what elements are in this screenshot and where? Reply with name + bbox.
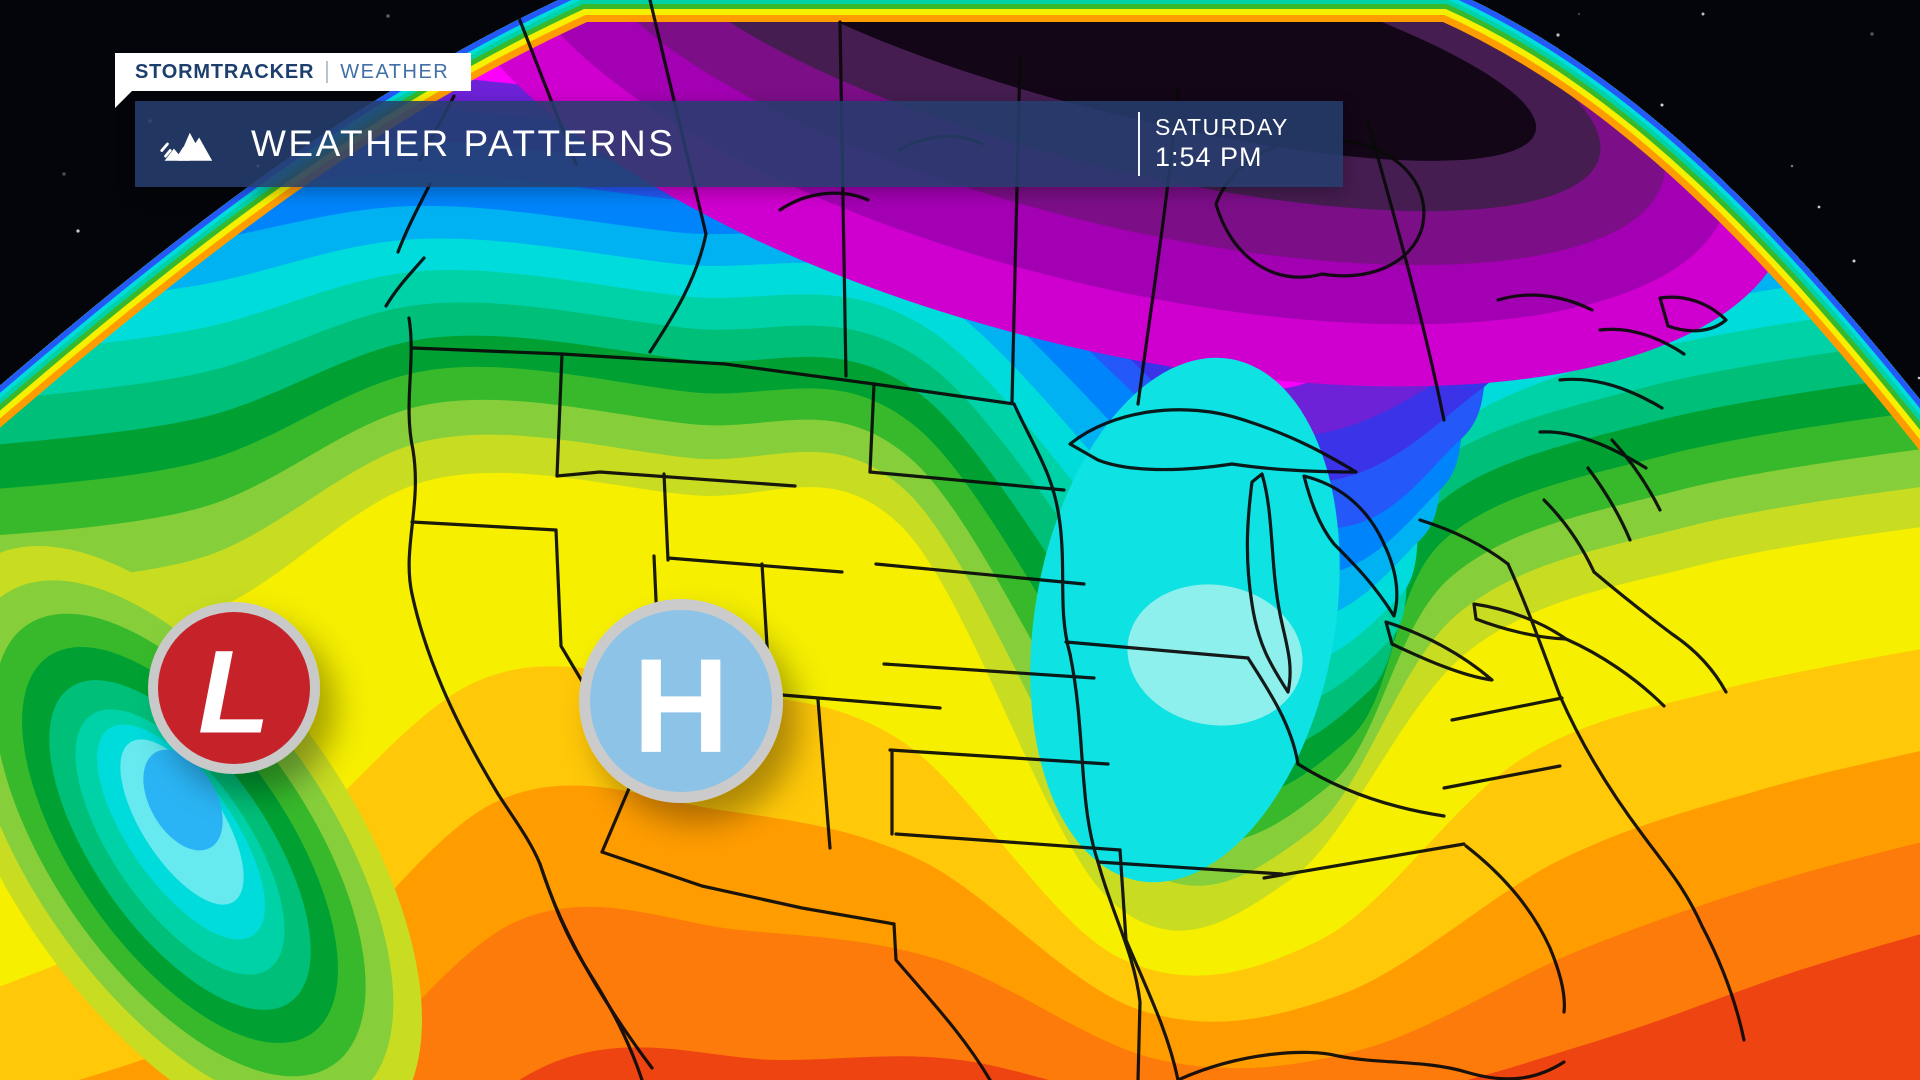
border-path xyxy=(538,862,654,1070)
border-path xyxy=(1538,430,1648,470)
border-path xyxy=(888,748,1110,766)
page-title: WEATHER PATTERNS xyxy=(251,123,676,164)
border-path xyxy=(892,922,992,1080)
border-path xyxy=(768,692,942,710)
high-pressure-marker-label: H xyxy=(633,632,730,781)
border-path xyxy=(778,191,870,212)
border-path xyxy=(1012,402,1072,656)
border-path xyxy=(1176,1050,1566,1080)
border-path xyxy=(816,698,832,850)
contour-ring xyxy=(143,749,223,851)
polar-cold-core xyxy=(427,0,1793,387)
brand-section: WEATHER xyxy=(340,60,450,83)
border-path xyxy=(1610,438,1662,512)
border-path xyxy=(1592,570,1728,694)
border-path xyxy=(411,346,1016,406)
border-path xyxy=(1118,848,1180,1080)
low-pressure-marker-disc xyxy=(158,612,310,764)
border-path xyxy=(882,662,1096,680)
brand-name: STORMTRACKER xyxy=(135,60,315,83)
border-path xyxy=(1564,637,1666,708)
border-path xyxy=(1366,120,1446,422)
border-path xyxy=(1442,764,1562,790)
contour-ring xyxy=(719,0,1537,161)
border-path xyxy=(1496,293,1594,312)
title-bar: WEATHER PATTERNS SATURDAY 1:54 PM xyxy=(135,101,1343,187)
border-path xyxy=(1558,377,1664,410)
border-path xyxy=(648,0,708,354)
brand-tag: STORMTRACKER WEATHER xyxy=(115,53,472,108)
high-pressure-marker: H xyxy=(579,599,783,803)
border-path xyxy=(1506,562,1746,1042)
border-path xyxy=(396,182,432,254)
border-path xyxy=(1302,474,1399,618)
border-path xyxy=(1418,518,1510,566)
border-path xyxy=(555,470,797,488)
border-path xyxy=(1296,762,1446,818)
border-path xyxy=(1096,860,1284,876)
border-path xyxy=(894,832,1122,852)
border-path xyxy=(1245,472,1292,694)
border-path xyxy=(1064,640,1250,660)
border-path xyxy=(410,520,558,532)
border-path xyxy=(874,562,1086,586)
border-path xyxy=(600,850,896,926)
border-path xyxy=(1262,842,1466,880)
datetime-block: SATURDAY 1:54 PM xyxy=(1138,112,1289,176)
border-path xyxy=(666,556,844,574)
border-path xyxy=(1658,295,1728,333)
low-pressure-marker: L xyxy=(148,602,320,774)
border-path xyxy=(662,472,670,562)
border-path xyxy=(1450,696,1564,722)
border-path xyxy=(868,382,876,474)
brand-separator xyxy=(326,61,329,83)
day-label: SATURDAY xyxy=(1155,113,1289,140)
time-label: 1:54 PM xyxy=(1155,142,1263,173)
border-path xyxy=(1598,327,1686,356)
border-path xyxy=(1464,844,1566,1014)
border-path xyxy=(1068,408,1358,474)
high-pressure-marker-disc xyxy=(590,610,772,792)
border-path xyxy=(1542,498,1596,574)
mountain-icon xyxy=(160,132,213,161)
border-path xyxy=(555,352,564,478)
map-borders xyxy=(384,0,1746,1080)
border-path xyxy=(1384,620,1494,682)
border-path xyxy=(1246,656,1300,766)
border-path xyxy=(868,470,1066,492)
pacific-cutoff-low xyxy=(0,546,422,1080)
low-pressure-marker-label: L xyxy=(198,627,270,759)
border-path xyxy=(838,20,848,378)
border-path xyxy=(1586,466,1632,542)
border-path xyxy=(384,256,426,308)
